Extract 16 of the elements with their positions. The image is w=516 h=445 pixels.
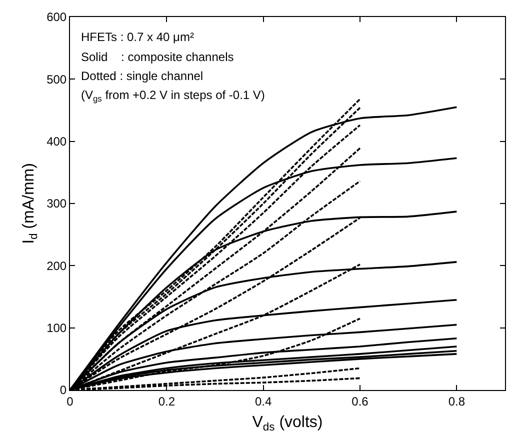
x-tick-label: 0.2	[158, 394, 176, 408]
annotation: (V$_{gs}$ from +0.2 V in steps of -0.1 V)	[81, 88, 265, 104]
annotation: Solid : composite channels	[81, 50, 234, 64]
y-tick-label: 500	[46, 72, 67, 86]
y-tick-label: 400	[46, 134, 67, 149]
annotation: HFETs : 0.7 x 40 μm²	[81, 30, 194, 44]
x-tick-label: 0.8	[448, 394, 466, 408]
x-tick-label: 0.6	[352, 394, 369, 408]
x-tick-label: 0.4	[254, 394, 272, 408]
y-tick-label: 200	[46, 258, 67, 273]
y-tick-label: 600	[46, 10, 67, 24]
y-tick-label: 0	[60, 383, 67, 398]
y-tick-label: 100	[46, 321, 67, 336]
x-axis-title: V$_{ds}$ (volts)	[252, 414, 323, 434]
annotation: Dotted : single channel	[81, 69, 204, 83]
y-tick-label: 300	[46, 196, 67, 211]
